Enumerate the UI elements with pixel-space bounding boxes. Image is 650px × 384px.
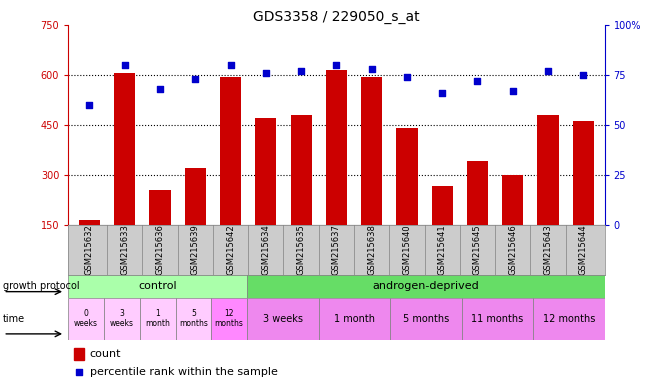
Bar [150, 190, 170, 225]
Text: 3
weeks: 3 weeks [110, 309, 134, 328]
Point [155, 86, 165, 92]
Text: GSM215638: GSM215638 [367, 224, 376, 275]
Bar [185, 168, 206, 225]
Text: 5
months: 5 months [179, 309, 208, 328]
Point [578, 72, 588, 78]
Bar [467, 161, 488, 225]
Bar [73, 348, 84, 360]
Point [437, 90, 447, 96]
Text: 11 months: 11 months [471, 314, 523, 324]
Text: GSM215634: GSM215634 [261, 224, 270, 275]
Text: GSM215636: GSM215636 [155, 224, 164, 275]
Text: GSM215639: GSM215639 [190, 224, 200, 275]
Text: GSM215635: GSM215635 [296, 224, 306, 275]
Bar [326, 70, 347, 225]
Bar [538, 115, 558, 225]
Text: control: control [138, 281, 177, 291]
Bar [104, 298, 140, 340]
Text: 12
months: 12 months [214, 309, 244, 328]
Bar [247, 298, 318, 340]
Bar [432, 186, 453, 225]
Bar [533, 298, 604, 340]
Point [508, 88, 518, 94]
Text: 1 month: 1 month [333, 314, 375, 324]
Text: 3 weeks: 3 weeks [263, 314, 303, 324]
Text: 0
weeks: 0 weeks [74, 309, 98, 328]
Point [296, 68, 306, 74]
Text: androgen-deprived: androgen-deprived [372, 281, 479, 291]
Bar [361, 76, 382, 225]
Bar [79, 220, 100, 225]
Text: 1
month: 1 month [145, 309, 170, 328]
Text: time: time [3, 314, 25, 324]
Text: GSM215640: GSM215640 [402, 224, 411, 275]
Text: GSM215646: GSM215646 [508, 224, 517, 275]
Bar [291, 115, 312, 225]
Point [331, 62, 342, 68]
Point [120, 62, 130, 68]
Point [73, 369, 84, 376]
Bar [211, 298, 247, 340]
Point [261, 70, 271, 76]
Bar [462, 298, 533, 340]
Text: GSM215633: GSM215633 [120, 224, 129, 275]
Bar [68, 275, 247, 298]
Text: growth protocol: growth protocol [3, 281, 80, 291]
Bar [502, 175, 523, 225]
Point [367, 66, 377, 72]
Point [402, 74, 412, 80]
Text: 5 months: 5 months [402, 314, 449, 324]
Text: GSM215637: GSM215637 [332, 224, 341, 275]
Bar [573, 121, 594, 225]
Bar [247, 275, 604, 298]
Text: percentile rank within the sample: percentile rank within the sample [90, 367, 278, 377]
Bar [318, 298, 390, 340]
Bar [255, 118, 276, 225]
Title: GDS3358 / 229050_s_at: GDS3358 / 229050_s_at [253, 10, 420, 24]
Point [226, 62, 236, 68]
Text: GSM215632: GSM215632 [85, 224, 94, 275]
Bar [114, 73, 135, 225]
Text: GSM215641: GSM215641 [437, 224, 447, 275]
Text: 12 months: 12 months [543, 314, 595, 324]
Point [190, 76, 200, 82]
Text: GSM215645: GSM215645 [473, 224, 482, 275]
Text: count: count [90, 349, 121, 359]
Bar [220, 76, 241, 225]
Text: GSM215643: GSM215643 [543, 224, 552, 275]
Bar [390, 298, 462, 340]
Point [473, 78, 483, 84]
Bar [396, 128, 417, 225]
Text: GSM215642: GSM215642 [226, 224, 235, 275]
Bar [176, 298, 211, 340]
Point [84, 102, 95, 108]
Point [543, 68, 553, 74]
Text: GSM215644: GSM215644 [579, 224, 588, 275]
Bar [140, 298, 176, 340]
Bar [68, 298, 104, 340]
